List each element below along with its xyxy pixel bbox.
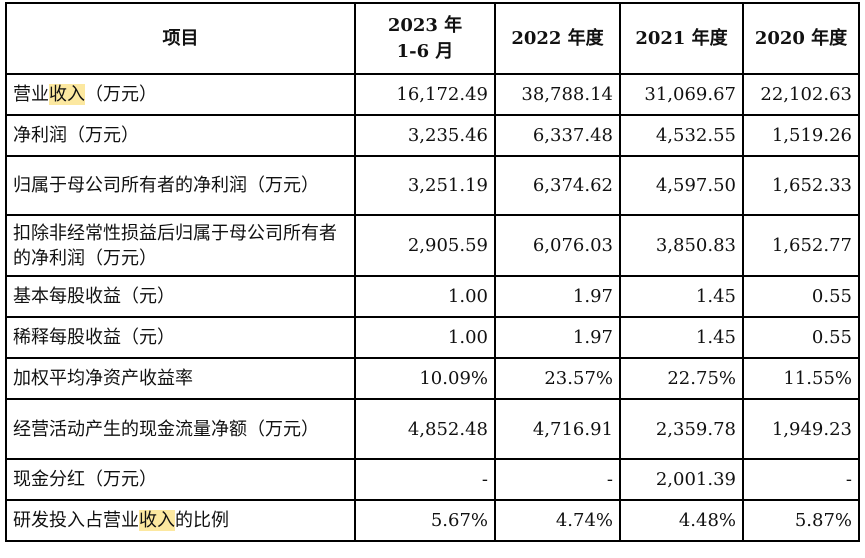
highlighted-term: 收入 [49, 84, 85, 105]
table-row: 营业收入（万元） 16,172.49 38,788.14 31,069.67 22,10… [5, 73, 860, 116]
label-text: 的比例 [175, 510, 229, 531]
value-cell: 4,852.48 [354, 398, 496, 460]
label-text: 基本每股收益（元） [13, 286, 175, 307]
header-2021: 2021 年度 [619, 2, 744, 75]
value-cell: 5.87% [742, 499, 860, 542]
table-row: 现金分红（万元） - -2,001.39- [5, 458, 860, 501]
header-row: 项目 2023 年 1-6 月 2022 年度 2021 年度 2020 年度 [5, 2, 860, 75]
value-cell: 2,001.39 [619, 458, 744, 501]
value-cell: 1,949.23 [742, 398, 860, 460]
table-row: 稀释每股收益（元） 1.00 1.97 1.45 0.55 [5, 316, 860, 359]
value-cell: 4,532.55 [619, 114, 744, 157]
label-text: 现金分红（万元） [13, 469, 157, 490]
row-label: 经营活动产生的现金流量净额（万元） [5, 398, 356, 460]
header-2020: 2020 年度 [742, 2, 860, 75]
value-cell: 3,850.83 [619, 214, 744, 277]
row-label: 现金分红（万元） [5, 458, 356, 501]
label-text: （万元） [85, 84, 157, 105]
label-text: 营业 [13, 84, 49, 105]
table-row: 经营活动产生的现金流量净额（万元） 4,852.48 4,716.91 2,359.7… [5, 398, 860, 460]
header-item: 项目 [5, 2, 356, 75]
value-cell: 1.97 [494, 275, 621, 318]
value-cell: 1.45 [619, 316, 744, 359]
value-cell: 1,519.26 [742, 114, 860, 157]
header-2023-h1: 2023 年 1-6 月 [354, 2, 496, 75]
value-cell: 3,235.46 [354, 114, 496, 157]
value-cell: 1.97 [494, 316, 621, 359]
label-text: 净利润（万元） [13, 125, 139, 146]
row-label: 营业收入（万元） [5, 73, 356, 116]
value-cell: 4,597.50 [619, 155, 744, 216]
table-row: 净利润（万元） 3,235.46 6,337.48 4,532.55 1,519.26 [5, 114, 860, 157]
table-row: 研发投入占营业收入的比例 5.67% 4.74% 4.48% 5.87% [5, 499, 860, 542]
value-cell: 4,716.91 [494, 398, 621, 460]
table-row: 归属于母公司所有者的净利润（万元） 3,251.19 6,374.62 4,597.5… [5, 155, 860, 216]
value-cell: - [494, 458, 621, 501]
value-cell: 3,251.19 [354, 155, 496, 216]
value-cell: 11.55% [742, 357, 860, 400]
value-cell: 31,069.67 [619, 73, 744, 116]
label-text: 加权平均净资产收益率 [13, 368, 193, 389]
value-cell: 0.55 [742, 275, 860, 318]
highlighted-term: 收入 [139, 510, 175, 531]
label-text: 研发投入占营业 [13, 510, 139, 531]
value-cell: 1.00 [354, 316, 496, 359]
label-text: 扣除非经常性损益后归属于母公司所有者的净利润（万元） [13, 222, 337, 269]
table-row: 加权平均净资产收益率 10.09% 23.57% 22.75% 11.55% [5, 357, 860, 400]
row-label: 研发投入占营业收入的比例 [5, 499, 356, 542]
row-label: 基本每股收益（元） [5, 275, 356, 318]
value-cell: 23.57% [494, 357, 621, 400]
row-label: 稀释每股收益（元） [5, 316, 356, 359]
value-cell: 2,905.59 [354, 214, 496, 277]
value-cell: 4.48% [619, 499, 744, 542]
value-cell: 4.74% [494, 499, 621, 542]
row-label: 净利润（万元） [5, 114, 356, 157]
value-cell: 2,359.78 [619, 398, 744, 460]
value-cell: - [742, 458, 860, 501]
value-cell: 1,652.33 [742, 155, 860, 216]
value-cell: 1.00 [354, 275, 496, 318]
value-cell: 22,102.63 [742, 73, 860, 116]
label-text: 稀释每股收益（元） [13, 327, 175, 348]
value-cell: 22.75% [619, 357, 744, 400]
value-cell: 16,172.49 [354, 73, 496, 116]
value-cell: 6,337.48 [494, 114, 621, 157]
header-2022: 2022 年度 [494, 2, 621, 75]
table-row: 基本每股收益（元） 1.00 1.97 1.45 0.55 [5, 275, 860, 318]
value-cell: 6,374.62 [494, 155, 621, 216]
label-text: 归属于母公司所有者的净利润（万元） [13, 175, 319, 196]
value-cell: 38,788.14 [494, 73, 621, 116]
value-cell: 1.45 [619, 275, 744, 318]
value-cell: 6,076.03 [494, 214, 621, 277]
row-label: 扣除非经常性损益后归属于母公司所有者的净利润（万元） [5, 214, 356, 277]
row-label: 归属于母公司所有者的净利润（万元） [5, 155, 356, 216]
value-cell: 1,652.77 [742, 214, 860, 277]
value-cell: 5.67% [354, 499, 496, 542]
financial-summary-table: 项目 2023 年 1-6 月 2022 年度 2021 年度 2020 年度 … [5, 2, 860, 542]
value-cell: 0.55 [742, 316, 860, 359]
label-text: 经营活动产生的现金流量净额（万元） [13, 418, 319, 440]
value-cell: 10.09% [354, 357, 496, 400]
table-row: 扣除非经常性损益后归属于母公司所有者的净利润（万元） 2,905.59 6,076.… [5, 214, 860, 277]
value-cell: - [354, 458, 496, 501]
row-label: 加权平均净资产收益率 [5, 357, 356, 400]
